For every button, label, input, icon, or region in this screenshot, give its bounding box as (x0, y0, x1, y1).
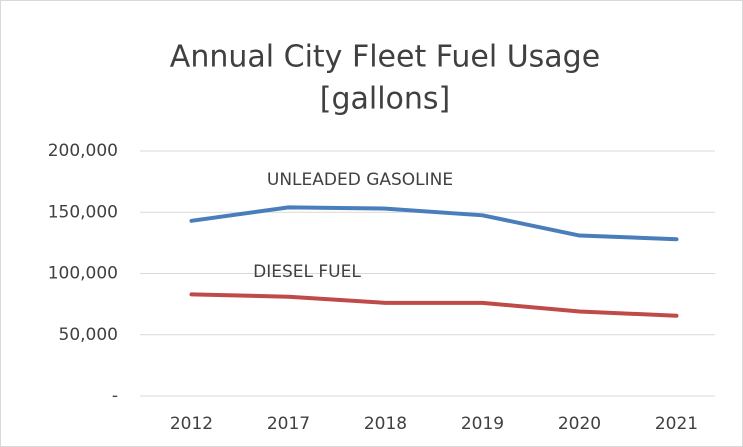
chart-subtitle: [gallons] (320, 82, 451, 117)
y-tick-label: 50,000 (59, 325, 118, 345)
chart-title: Annual City Fleet Fuel Usage (170, 40, 600, 75)
x-tick-label: 2019 (461, 414, 504, 434)
series-line (189, 205, 679, 242)
x-tick-label: 2017 (267, 414, 310, 434)
series-label: DIESEL FUEL (253, 262, 361, 282)
series-line (189, 292, 679, 318)
y-tick-label: 100,000 (48, 264, 118, 284)
x-tick-label: 2021 (655, 414, 698, 434)
y-tick-label: - (112, 386, 118, 406)
x-tick-label: 2018 (364, 414, 407, 434)
y-tick-label: 150,000 (48, 202, 118, 222)
series-label: UNLEADED GASOLINE (267, 170, 453, 190)
y-tick-label: 200,000 (48, 141, 118, 161)
x-tick-label: 2020 (558, 414, 601, 434)
x-tick-label: 2012 (170, 414, 213, 434)
